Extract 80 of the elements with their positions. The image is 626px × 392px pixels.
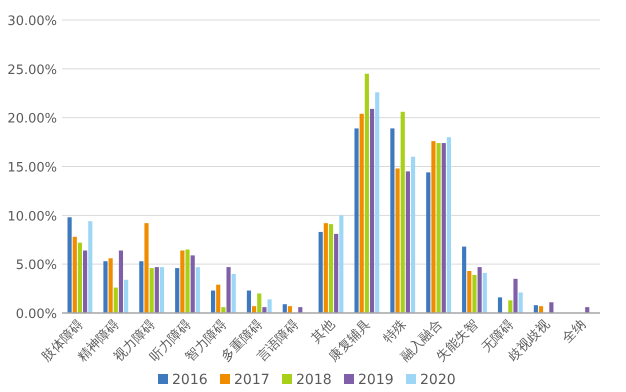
legend-label: 2016 — [172, 372, 208, 388]
bar — [426, 172, 430, 313]
bar — [324, 223, 328, 313]
bar — [298, 307, 302, 313]
x-tick-label: 特殊 — [380, 317, 410, 346]
bar — [462, 246, 466, 313]
bar — [513, 278, 518, 313]
bar — [154, 267, 159, 313]
legend-label: 2020 — [420, 372, 456, 388]
bar — [124, 280, 128, 313]
bar — [518, 292, 523, 313]
bar — [150, 268, 154, 313]
y-tick-label: 0.00% — [16, 307, 57, 322]
bar — [196, 267, 200, 313]
bar — [72, 236, 77, 313]
bar — [538, 306, 544, 313]
bar — [467, 271, 472, 313]
bar — [268, 299, 272, 313]
bar — [534, 305, 538, 313]
bar — [221, 307, 226, 313]
bar — [190, 255, 195, 313]
x-tick-label: 全纳 — [560, 317, 589, 346]
bar — [68, 217, 72, 313]
bar — [478, 267, 482, 313]
bar — [139, 261, 144, 313]
bar — [257, 293, 262, 313]
bar — [210, 290, 216, 313]
bar — [360, 114, 364, 313]
bar — [442, 143, 446, 313]
x-tick-label: 其他 — [308, 317, 338, 346]
bar — [585, 307, 590, 313]
bar — [334, 234, 338, 313]
bar — [436, 143, 441, 313]
bar — [114, 288, 118, 313]
bar — [175, 268, 180, 313]
bar — [472, 274, 477, 313]
bar — [108, 258, 113, 313]
bar — [406, 171, 410, 313]
y-tick-label: 15.00% — [7, 160, 57, 176]
bar — [282, 304, 287, 313]
bar — [246, 290, 252, 313]
bar — [88, 221, 92, 313]
bar — [410, 156, 416, 313]
legend-label: 2018 — [296, 372, 332, 388]
bar — [446, 137, 452, 313]
bar — [118, 250, 124, 313]
bar — [232, 274, 236, 313]
bar — [226, 267, 231, 313]
y-tick-label: 5.00% — [16, 258, 57, 274]
y-tick-label: 20.00% — [7, 112, 57, 127]
bar — [318, 232, 323, 313]
bar — [185, 250, 190, 313]
bar — [160, 267, 164, 313]
bar — [339, 215, 344, 313]
legend-label: 2017 — [234, 372, 270, 388]
bar — [364, 74, 369, 313]
bar — [180, 250, 184, 313]
bar — [431, 141, 436, 313]
legend-label: 2019 — [358, 372, 394, 388]
bar — [395, 168, 400, 313]
y-tick-label: 30.00% — [7, 14, 57, 29]
y-tick-label: 25.00% — [7, 62, 57, 78]
bar — [83, 250, 88, 313]
bar — [498, 297, 502, 313]
bar — [390, 128, 394, 313]
bar — [103, 261, 108, 313]
bar — [400, 112, 405, 313]
bar — [262, 307, 267, 313]
bar — [508, 300, 512, 313]
bar — [144, 223, 149, 313]
bar — [354, 128, 359, 313]
bar — [375, 92, 380, 313]
bar — [482, 272, 487, 313]
bar — [370, 108, 374, 313]
bar — [216, 284, 220, 313]
bar — [252, 306, 256, 313]
bar — [78, 242, 82, 313]
bar — [288, 306, 292, 313]
y-tick-label: 10.00% — [7, 209, 57, 224]
bar — [328, 224, 334, 313]
